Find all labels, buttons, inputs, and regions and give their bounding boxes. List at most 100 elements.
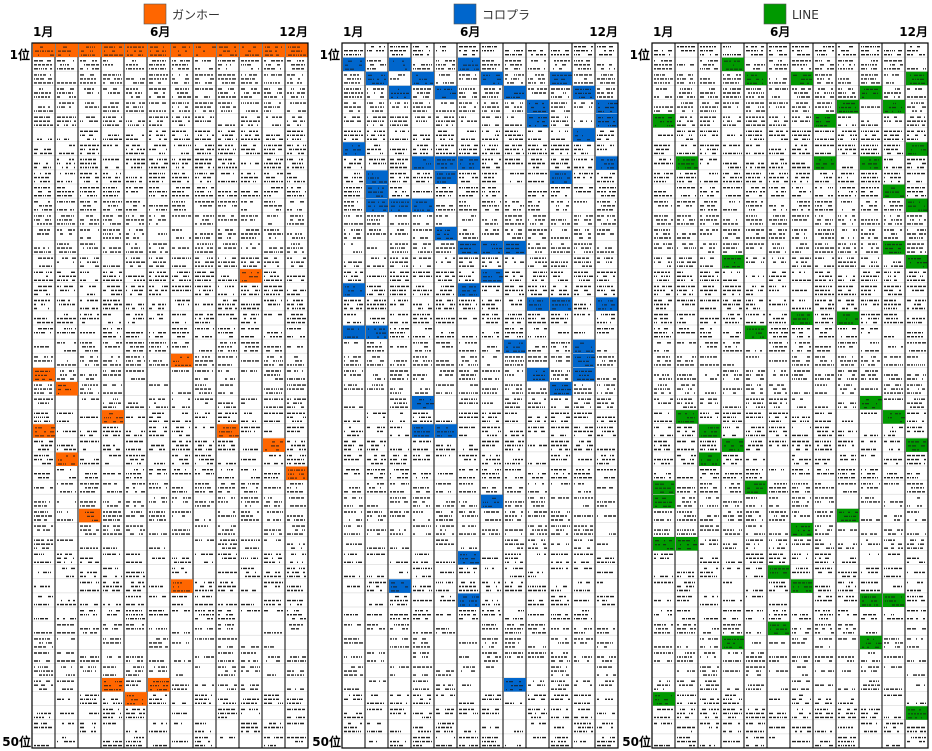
highlight-cell-text bbox=[908, 258, 927, 268]
highlight-cell-text bbox=[414, 201, 432, 211]
highlight-cell-text bbox=[265, 46, 282, 56]
chart-panel-3: LINE 1月 6月 12月 1位 50位 bbox=[622, 3, 929, 749]
highlight-cell-text bbox=[888, 413, 905, 423]
highlight-cell-text bbox=[770, 568, 789, 574]
highlight-cell-text bbox=[724, 60, 742, 70]
highlight-cell-text bbox=[839, 511, 858, 521]
y-tick-label-end: 50位 bbox=[312, 734, 341, 749]
highlight-cell bbox=[389, 57, 411, 72]
highlight-cell-text bbox=[81, 46, 95, 56]
highlight-cell-text bbox=[575, 131, 590, 141]
highlight-cell-text bbox=[104, 413, 123, 423]
highlight-cell bbox=[745, 71, 767, 86]
highlight-cell-text bbox=[265, 441, 283, 451]
highlight-cell-text bbox=[552, 173, 570, 183]
highlight-cell-text bbox=[85, 511, 98, 521]
highlight-cell-text bbox=[655, 483, 674, 493]
highlight-cell-text bbox=[885, 243, 902, 254]
highlight-cell bbox=[56, 381, 78, 396]
highlight-cell bbox=[768, 565, 790, 579]
highlight-cell-text bbox=[506, 681, 523, 691]
highlight-cell-text bbox=[391, 201, 409, 211]
x-tick-label-mid: 6月 bbox=[460, 25, 480, 39]
highlight-cell-text bbox=[173, 356, 191, 366]
highlight-cell-text bbox=[368, 328, 386, 338]
highlight-cell-text bbox=[196, 46, 216, 56]
x-tick-label-start: 1月 bbox=[343, 25, 363, 39]
highlight-cell-text bbox=[598, 102, 618, 113]
highlight-cell-text bbox=[816, 117, 830, 127]
highlight-cell bbox=[527, 297, 549, 311]
highlight-cell-text bbox=[506, 342, 525, 352]
x-tick-label-end: 12月 bbox=[589, 25, 618, 39]
highlight-cell-text bbox=[598, 117, 616, 127]
highlight-cell-text bbox=[908, 441, 926, 451]
highlight-cell-text bbox=[127, 46, 144, 56]
highlight-cell-text bbox=[747, 74, 763, 84]
highlight-cell-text bbox=[678, 413, 695, 423]
highlight-cell bbox=[699, 424, 721, 438]
highlight-cell bbox=[366, 170, 388, 184]
highlight-cell-text bbox=[724, 258, 741, 268]
highlight-cell-text bbox=[655, 540, 673, 550]
chart-panel-2: コロプラ 1月 6月 12月 1位 50位 bbox=[312, 3, 619, 749]
highlight-cell bbox=[676, 410, 698, 424]
highlight-cell bbox=[263, 438, 285, 452]
highlight-cell-text bbox=[910, 74, 925, 84]
highlight-cell-text bbox=[862, 638, 882, 648]
highlight-cell-text bbox=[437, 427, 454, 437]
highlight-cell-text bbox=[655, 497, 672, 507]
highlight-cell-text bbox=[368, 173, 387, 183]
highlight-cell-text bbox=[839, 102, 858, 113]
y-tick-label-end: 50位 bbox=[2, 734, 31, 749]
x-tick-label-start: 1月 bbox=[33, 25, 53, 39]
highlight-cell bbox=[412, 396, 434, 410]
highlight-cell bbox=[56, 43, 78, 58]
highlight-cell bbox=[676, 537, 698, 551]
highlight-cell bbox=[504, 678, 526, 692]
highlight-cell-text bbox=[104, 46, 123, 56]
highlight-cell bbox=[102, 410, 124, 424]
highlight-cell bbox=[573, 128, 595, 142]
highlight-cell-text bbox=[724, 638, 744, 648]
highlight-cell-text bbox=[288, 46, 306, 56]
highlight-cell-text bbox=[483, 243, 502, 254]
grid-border bbox=[651, 42, 929, 749]
highlight-cell bbox=[240, 43, 262, 58]
y-tick-label-start: 1位 bbox=[320, 47, 340, 62]
highlight-cell-text bbox=[460, 554, 479, 564]
highlight-cell-text bbox=[483, 74, 501, 84]
highlight-cell-text bbox=[127, 695, 143, 705]
highlight-cell-text bbox=[437, 159, 455, 169]
highlight-cell bbox=[837, 508, 859, 523]
highlight-cell bbox=[171, 579, 193, 593]
highlight-cell bbox=[860, 396, 882, 410]
x-tick-label-end: 12月 bbox=[899, 25, 928, 39]
highlight-cell-text bbox=[368, 201, 388, 211]
highlight-cell bbox=[33, 43, 55, 58]
legend-label: ガンホー bbox=[172, 8, 220, 22]
highlight-cell bbox=[79, 43, 101, 58]
highlight-cell-text bbox=[150, 46, 166, 56]
chart-panel-1: ガンホー 1月 6月 12月 1位 50位 bbox=[2, 3, 309, 749]
highlight-cell-text bbox=[460, 286, 477, 296]
highlight-cell-text bbox=[35, 427, 55, 437]
highlight-cell-text bbox=[506, 243, 524, 254]
highlight-cell-text bbox=[219, 427, 239, 437]
highlight-cell-text bbox=[793, 74, 812, 84]
highlight-cell bbox=[148, 43, 170, 58]
highlight-cell bbox=[343, 283, 365, 297]
highlight-cell-text bbox=[368, 74, 386, 84]
highlight-cell-text bbox=[575, 356, 595, 366]
highlight-cell-text bbox=[678, 540, 697, 550]
highlight-cell-text bbox=[391, 582, 408, 592]
highlight-cell-text bbox=[460, 243, 477, 254]
highlight-cell bbox=[883, 184, 905, 199]
highlight-cell-text bbox=[414, 427, 430, 437]
highlight-cell-text bbox=[575, 88, 592, 98]
highlight-cell-text bbox=[598, 300, 615, 310]
highlight-cell-text bbox=[460, 159, 478, 169]
highlight-cell-text bbox=[345, 60, 362, 70]
highlight-cell-text bbox=[393, 60, 407, 70]
